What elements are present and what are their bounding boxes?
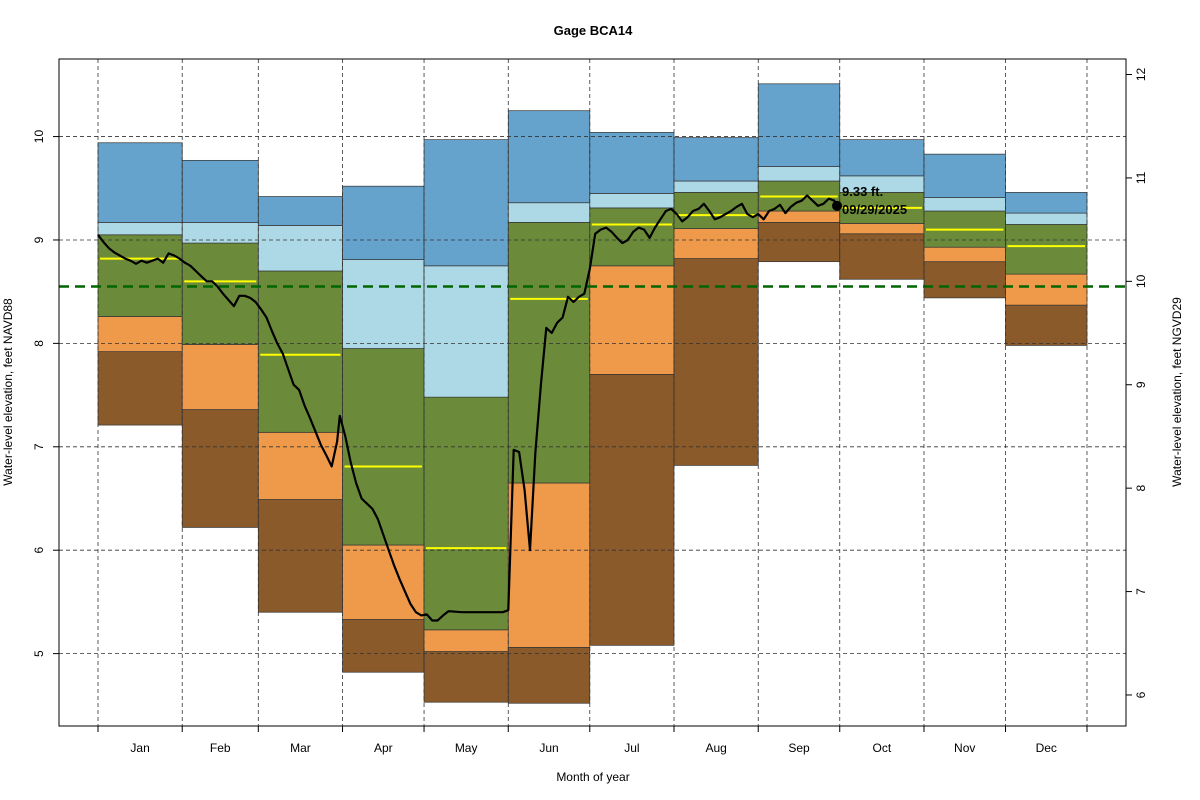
band-may-5 <box>423 139 509 267</box>
band-sep-2 <box>757 210 841 223</box>
band-jan-1 <box>97 351 183 426</box>
band-jun-5 <box>507 110 591 204</box>
band-jul-4 <box>589 193 675 209</box>
band-feb-3 <box>181 242 259 345</box>
x-tick-label-jun: Jun <box>539 741 558 755</box>
band-feb-2 <box>181 344 259 410</box>
band-may-2 <box>423 629 509 652</box>
band-jul-1 <box>589 374 675 646</box>
band-sep-1 <box>757 222 841 263</box>
band-aug-4 <box>673 180 759 193</box>
x-tick-label-jan: Jan <box>130 741 149 755</box>
y2-tick-label-6: 6 <box>1134 691 1148 698</box>
x-tick-label-oct: Oct <box>873 741 892 755</box>
band-may-3 <box>423 396 509 631</box>
x-tick-label-apr: Apr <box>374 741 393 755</box>
band-jun-3 <box>507 222 591 484</box>
band-aug-3 <box>673 192 759 229</box>
band-feb-5 <box>181 159 259 223</box>
current-series-group <box>97 194 843 622</box>
y2-tick-label-7: 7 <box>1134 588 1148 595</box>
band-apr-5 <box>342 185 425 260</box>
y-tick-label-9: 9 <box>32 236 46 243</box>
band-jan-4 <box>97 222 183 236</box>
current-value-label: 9.33 ft. <box>842 184 883 199</box>
current-point <box>832 200 843 211</box>
x-tick-label-nov: Nov <box>954 741 975 755</box>
band-sep-5 <box>757 83 841 167</box>
band-jul-5 <box>589 132 675 194</box>
band-apr-1 <box>342 619 425 673</box>
x-tick-label-may: May <box>455 741 478 755</box>
band-feb-1 <box>181 409 259 528</box>
band-mar-1 <box>257 499 343 613</box>
y-tick-label-5: 5 <box>32 650 46 657</box>
x-tick-label-feb: Feb <box>210 741 231 755</box>
band-dec-1 <box>1005 304 1088 346</box>
band-jun-4 <box>507 202 591 223</box>
band-jul-3 <box>589 207 675 267</box>
x-axis-title: Month of year <box>556 770 629 784</box>
band-nov-5 <box>923 153 1006 198</box>
x-tick-label-aug: Aug <box>705 741 726 755</box>
band-mar-3 <box>257 270 343 433</box>
band-jul-2 <box>589 265 675 375</box>
band-oct-1 <box>839 233 925 280</box>
x-tick-label-mar: Mar <box>290 741 311 755</box>
band-mar-4 <box>257 225 343 272</box>
y-tick-label-7: 7 <box>32 443 46 450</box>
x-tick-label-jul: Jul <box>624 741 639 755</box>
band-jan-2 <box>97 316 183 353</box>
percentile-bands <box>97 83 1088 704</box>
band-may-1 <box>423 651 509 703</box>
x-tick-label-dec: Dec <box>1036 741 1057 755</box>
current-series-line <box>97 194 838 622</box>
band-sep-4 <box>757 166 841 182</box>
gridlines <box>59 59 1126 726</box>
band-dec-4 <box>1005 212 1088 225</box>
x-tick-label-sep: Sep <box>788 741 810 755</box>
y-tick-label-8: 8 <box>32 340 46 347</box>
y2-tick-label-12: 12 <box>1134 68 1148 82</box>
band-dec-5 <box>1005 192 1088 214</box>
chart-title: Gage BCA14 <box>554 23 634 38</box>
band-oct-5 <box>839 139 925 177</box>
plot-frame <box>58 58 1127 727</box>
band-dec-2 <box>1005 273 1088 306</box>
band-aug-5 <box>673 137 759 182</box>
band-jun-2 <box>507 482 591 648</box>
y-tick-label-6: 6 <box>32 547 46 554</box>
band-jan-5 <box>97 142 183 223</box>
y-axis-title: Water-level elevation, feet NAVD88 <box>1 298 15 486</box>
y2-tick-label-10: 10 <box>1134 274 1148 288</box>
band-jun-1 <box>507 647 591 704</box>
y2-tick-label-9: 9 <box>1134 381 1148 388</box>
band-apr-4 <box>342 259 425 349</box>
band-aug-1 <box>673 258 759 466</box>
band-dec-3 <box>1005 224 1088 275</box>
band-mar-5 <box>257 196 343 226</box>
band-apr-2 <box>342 544 425 620</box>
band-oct-2 <box>839 223 925 235</box>
band-nov-2 <box>923 246 1006 263</box>
y2-tick-label-8: 8 <box>1134 484 1148 491</box>
current-date-label: 09/29/2025 <box>842 202 907 217</box>
band-nov-1 <box>923 261 1006 299</box>
band-mar-2 <box>257 431 343 500</box>
y2-tick-label-11: 11 <box>1134 171 1148 184</box>
y2-axis-title: Water-level elevation, feet NGVD29 <box>1170 297 1184 487</box>
band-aug-2 <box>673 228 759 259</box>
y-tick-label-10: 10 <box>32 130 46 144</box>
band-jan-3 <box>97 234 183 317</box>
band-nov-4 <box>923 197 1006 212</box>
axes: 5 6 7 8 9 10 6 7 8 9 10 11 12 Jan Feb Mar Apr May Jun Jul Au… <box>32 58 1148 755</box>
